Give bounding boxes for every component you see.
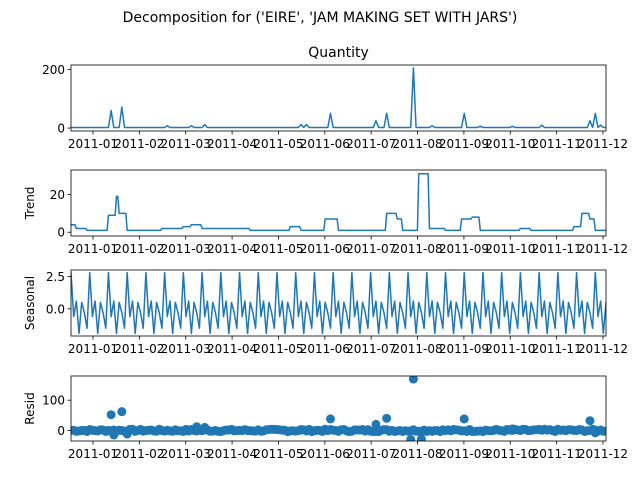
x-tick-label: 2011-08 [392,242,442,256]
y-tick-label: 2.5 [46,270,65,284]
y-tick-label: 0 [57,122,65,136]
resid-point [590,428,600,438]
resid-point [585,416,595,426]
x-tick-label: 2011-10 [485,137,535,151]
x-tick-label: 2011-12 [578,447,628,461]
x-tick-label: 2011-11 [532,447,582,461]
quantity-panel: Quantity 0 200 2011-012011-022011-032011-04… [42,45,628,151]
y-tick-label: 0 [57,226,65,240]
x-tick-label: 2011-09 [439,242,489,256]
x-tick-label: 2011-06 [300,242,350,256]
y-tick-label: 100 [42,394,65,408]
x-tick-label: 2011-02 [114,137,164,151]
resid-point [109,430,119,440]
axes-frame [70,64,607,132]
plot-area [71,67,606,129]
x-tick-label: 2011-06 [300,447,350,461]
y-axis-label: Seasonal [23,276,37,330]
x-tick-label: 2011-03 [161,242,211,256]
x-tick-label: 2011-08 [392,342,442,356]
x-tick-label: 2011-03 [161,342,211,356]
x-tick-label: 2011-10 [485,342,535,356]
y-tick-label: 0 [57,424,65,438]
x-tick-label: 2011-07 [346,447,396,461]
plot-area [71,271,606,335]
x-tick-label: 2011-04 [207,342,257,356]
resid-point [408,376,418,384]
x-tick-label: 2011-09 [439,447,489,461]
x-tick-label: 2011-10 [485,242,535,256]
x-tick-label: 2011-05 [253,342,303,356]
x-tick-label: 2011-02 [114,447,164,461]
x-tick-label: 2011-04 [207,242,257,256]
x-tick-label: 2011-10 [485,447,535,461]
axes-frame [70,269,607,337]
plot-area [71,173,606,232]
resid-point [406,434,416,441]
x-tick-label: 2011-07 [346,242,396,256]
x-tick-label: 2011-05 [253,447,303,461]
y-tick-label: 0.0 [46,302,65,316]
x-tick-label: 2011-03 [161,447,211,461]
resid-point [325,414,335,424]
y-axis-label: Trend [23,187,37,221]
x-tick-label: 2011-01 [68,342,118,356]
x-tick-label: 2011-11 [532,137,582,151]
resid-panel: Resid01002011-012011-022011-032011-04201… [23,375,628,461]
x-tick-label: 2011-04 [207,137,257,151]
x-tick-label: 2011-06 [300,137,350,151]
x-tick-label: 2011-11 [532,242,582,256]
x-tick-label: 2011-09 [439,342,489,356]
resid-point [122,429,132,439]
x-tick-label: 2011-09 [439,137,489,151]
axes-frame [70,169,607,237]
resid-point [601,426,606,436]
x-tick-label: 2011-08 [392,137,442,151]
x-tick-label: 2011-05 [253,242,303,256]
x-tick-label: 2011-01 [68,137,118,151]
series-line [71,67,606,129]
seasonal-panel: Seasonal 0.02.52011-012011-022011-032011-… [23,269,628,356]
resid-point [192,422,202,432]
x-tick-label: 2011-01 [68,242,118,256]
x-tick-label: 2011-04 [207,447,257,461]
x-tick-label: 2011-11 [532,342,582,356]
resid-point [416,434,426,441]
resid-point [296,425,306,435]
series-line [71,173,606,232]
resid-point [200,422,210,432]
resid-point [507,424,517,434]
resid-point [382,413,392,423]
trend-panel: Trend0202011-012011-022011-032011-042011… [23,169,628,256]
series-line [71,271,606,335]
y-tick-label: 200 [42,63,65,77]
x-tick-label: 2011-02 [114,242,164,256]
x-tick-label: 2011-02 [114,342,164,356]
x-tick-label: 2011-12 [578,137,628,151]
x-tick-label: 2011-01 [68,447,118,461]
resid-point [117,407,127,417]
resid-point [459,414,469,424]
x-tick-label: 2011-07 [346,342,396,356]
resid-point [106,410,116,420]
resid-point [371,419,381,429]
y-tick-label: 20 [50,188,65,202]
y-axis-label: Resid [23,392,37,424]
axes-frame [70,375,607,442]
x-tick-label: 2011-12 [578,242,628,256]
x-tick-label: 2011-07 [346,137,396,151]
figure-suptitle: Decomposition for ('EIRE', 'JAM MAKING S… [123,10,518,26]
x-tick-label: 2011-06 [300,342,350,356]
x-tick-label: 2011-12 [578,342,628,356]
plot-area [71,376,606,441]
x-tick-label: 2011-05 [253,137,303,151]
x-tick-label: 2011-03 [161,137,211,151]
x-tick-label: 2011-08 [392,447,442,461]
panel-title: Quantity [308,45,369,61]
